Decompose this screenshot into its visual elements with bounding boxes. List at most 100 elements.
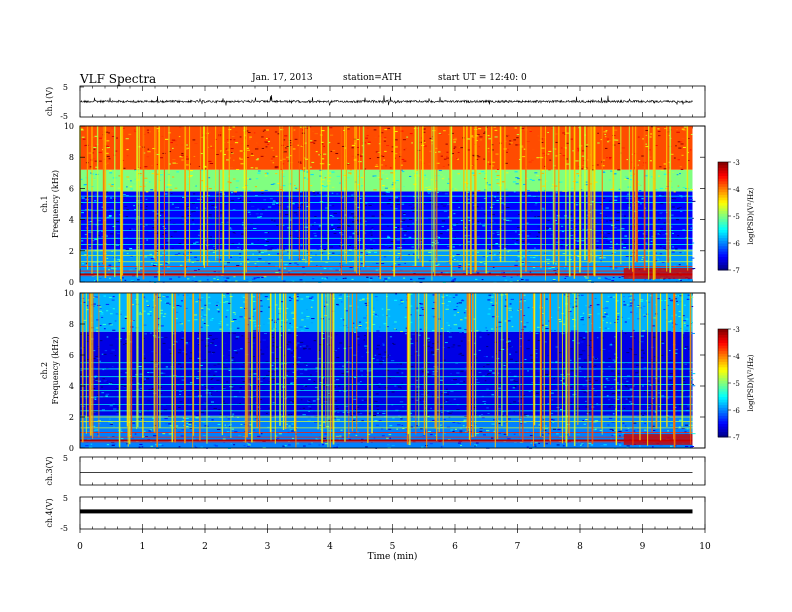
ch1-spectrogram-noise <box>257 172 261 174</box>
ch1-spectrogram-noise <box>374 165 379 167</box>
ch1-spectrogram-noise <box>457 152 460 154</box>
ch1-spectrogram-noise <box>478 173 481 175</box>
ch1-spectrogram-noise <box>394 197 398 199</box>
x-tick-label: 8 <box>577 542 583 552</box>
ch2-spectrogram-noise <box>286 319 289 321</box>
ch2-spectrogram-noise <box>669 424 673 426</box>
ch1-spectrogram-noise <box>164 193 168 195</box>
ch1-spectrogram-noise <box>575 228 577 230</box>
ch2-spectrogram-noise <box>101 312 104 314</box>
ch1-spectrogram-noise <box>513 191 516 193</box>
ch2-spectrogram-noise <box>610 386 612 388</box>
ch2-spectrogram-noise <box>185 418 189 420</box>
ch2-spectrogram-noise <box>402 427 405 429</box>
ch1-spectrogram-noise <box>398 257 400 259</box>
ch2-spectrogram-noise <box>520 321 523 323</box>
ch1-spectrogram-noise <box>94 274 97 276</box>
ch1-spectrogram-noise <box>677 247 681 249</box>
ch1-spectrogram-noise <box>384 187 388 189</box>
ch2-spectrogram-noise <box>666 330 670 332</box>
ch1-spectrogram-noise <box>193 269 197 271</box>
ch1-spectrogram-noise <box>597 277 601 279</box>
ch1-spectrogram-noise <box>191 219 194 221</box>
ch2-spectrogram-noise <box>105 303 110 305</box>
ch1-spectrogram-noise <box>678 264 681 266</box>
ch1-spectrogram-noise <box>370 234 373 236</box>
ch2-spectrogram-noise <box>219 413 223 415</box>
ch1-spectrogram-noise <box>315 151 318 153</box>
ch2-spectrogram-noise <box>272 378 276 380</box>
ch1-spectrogram-noise <box>506 151 508 153</box>
ch1-spectrogram-noise <box>416 127 419 129</box>
ch1-spectrogram-noise <box>663 278 666 280</box>
ch2-spectrogram-noise <box>440 412 444 414</box>
ch2-spectrogram-noise <box>576 434 581 436</box>
ch1-spectrogram-noise <box>310 260 313 262</box>
ch1-spectrogram-noise <box>636 136 640 138</box>
ch1-spectrogram-noise <box>240 143 244 145</box>
ch2-spectrogram-noise <box>444 433 446 435</box>
ch1-spectrogram-noise <box>388 199 392 201</box>
ch1-spectrogram-noise <box>659 166 662 168</box>
ch2-spectrogram-noise <box>342 319 345 321</box>
ch1-spectrogram-noise <box>275 173 278 175</box>
ch1-spectrogram-noise <box>347 162 350 164</box>
ch2-spectrogram-noise <box>95 356 99 358</box>
ch1-spectrogram-noise <box>181 216 184 218</box>
ch1-spectrogram-noise <box>263 276 267 278</box>
ch1-spectrogram-noise <box>237 146 239 148</box>
ch2-spectrogram-noise <box>336 334 338 336</box>
ch1-spectrogram-noise <box>411 142 413 144</box>
ch2-spectrogram-noise <box>223 387 226 389</box>
ch1-spectrogram-noise <box>639 203 642 205</box>
ch1-spectrogram-noise <box>406 136 409 138</box>
ch1-spectrogram-noise <box>385 280 388 282</box>
ch2-spectrogram-noise <box>565 415 570 417</box>
ch2-spectrogram-noise <box>347 411 350 413</box>
x-axis-label: Time (min) <box>368 551 418 562</box>
ch1-spectrogram-noise <box>149 281 151 283</box>
ch1-spectrogram-noise <box>572 150 574 152</box>
ch1-spectrogram-noise <box>537 216 541 218</box>
ch1-spectrogram-noise <box>489 228 493 230</box>
ch2-spectrogram-noise <box>299 341 304 343</box>
ch1-spectrogram-noise <box>130 180 132 182</box>
ch2-spectrogram-noise <box>338 297 342 299</box>
ch1-spectrogram-noise <box>325 261 329 263</box>
ch1-spectrogram-noise <box>452 246 455 248</box>
ch2-spectrogram-noise <box>322 440 325 442</box>
ch1-spectrogram-noise <box>430 193 433 195</box>
ch3-ytick-label: 5 <box>63 454 68 463</box>
ch1-spectrogram-noise <box>232 232 236 234</box>
ch1-spectrogram-noise <box>110 267 115 269</box>
ch1-spectrogram-noise <box>332 216 335 218</box>
ch2-spectrogram-noise <box>458 327 462 329</box>
ch1-spectrogram-noise <box>329 214 333 216</box>
ch2-spectrogram-noise <box>296 369 299 371</box>
ch1-spectrogram-noise <box>529 256 533 258</box>
ch2-spectrogram-noise <box>111 366 114 368</box>
ch1-spectrogram-noise <box>138 147 143 149</box>
ch1-spectrogram-noise <box>506 149 509 151</box>
ch2-spectrogram-noise <box>158 330 160 332</box>
ch2-spectrogram-noise <box>626 380 629 382</box>
ch1-spectrogram-noise <box>236 246 240 248</box>
ch2-spectrogram-noise <box>626 446 629 448</box>
ch2-spectrogram-noise <box>543 429 547 431</box>
ch1-spectrogram-noise <box>638 160 641 162</box>
ch1-spectrogram-noise <box>508 220 512 222</box>
ch2-spectrogram-noise <box>445 306 449 308</box>
ch1-spectrogram-noise <box>412 253 415 255</box>
ch1-spectrogram-noise <box>344 277 347 279</box>
ch1-spectrogram-noise <box>130 256 133 258</box>
ch1-spectrogram-noise <box>225 183 228 185</box>
ch1-spectrogram-noise <box>442 205 447 207</box>
ch2-spectrogram-noise <box>608 417 613 419</box>
ch1-spectrogram-noise <box>82 246 85 248</box>
ch2-spectrogram-noise <box>545 387 547 389</box>
ch1-spectrogram-noise <box>348 249 352 251</box>
ch2-spectrogram-noise <box>455 294 458 296</box>
ch1-spectrogram-noise <box>229 167 234 169</box>
ch2-spectrogram-noise <box>485 373 488 375</box>
ch1-spectrogram-noise <box>210 199 214 201</box>
